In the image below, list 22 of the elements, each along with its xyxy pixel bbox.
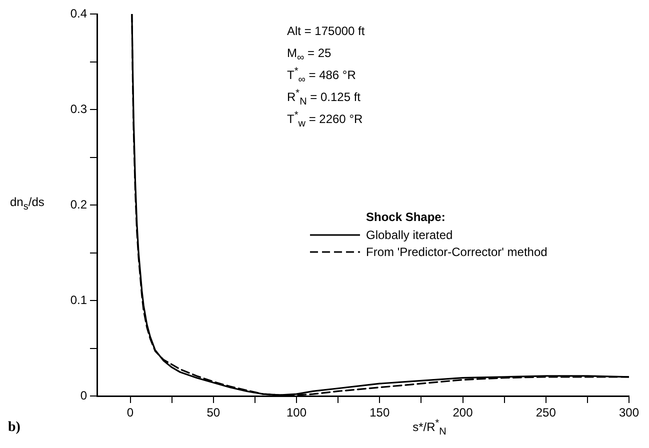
y-tick-label: 0.2 (70, 197, 88, 212)
y-tick-label: 0.3 (70, 102, 88, 116)
annotation: T$^{*}$$_{w}$ = 2260 °R (287, 109, 364, 130)
text: b) (8, 420, 20, 436)
y-tick-label: 0.4 (70, 6, 88, 20)
annotation: M$_{∞}$ = 25 (287, 45, 332, 64)
x-tick-label: 250 (536, 406, 556, 420)
y-tick-label: 0 (80, 388, 88, 402)
legend-label: From 'Predictor-Corrector' method (366, 244, 548, 258)
x-tick-label: 150 (370, 406, 390, 420)
annotation: T$^{*}$$_{∞}$ = 486 °R (287, 65, 357, 86)
x-tick-label: 200 (452, 406, 474, 420)
y-axis-title: dn$_{s}$/ds (10, 195, 44, 212)
legend-title: Shock Shape: (365, 210, 446, 224)
x-tick-label: 300 (618, 406, 640, 420)
annotation: R$^{*}$$_{N}$ = 0.125 ft (287, 87, 362, 108)
annotation: Alt = 175000 ft (287, 23, 365, 40)
y-tick-label: 0.1 (70, 292, 88, 307)
x-tick-label: 50 (206, 406, 220, 420)
x-tick-label: 100 (286, 406, 307, 420)
legend-label: Globally iterated (366, 228, 453, 242)
x-tick-label: 0 (126, 406, 134, 420)
